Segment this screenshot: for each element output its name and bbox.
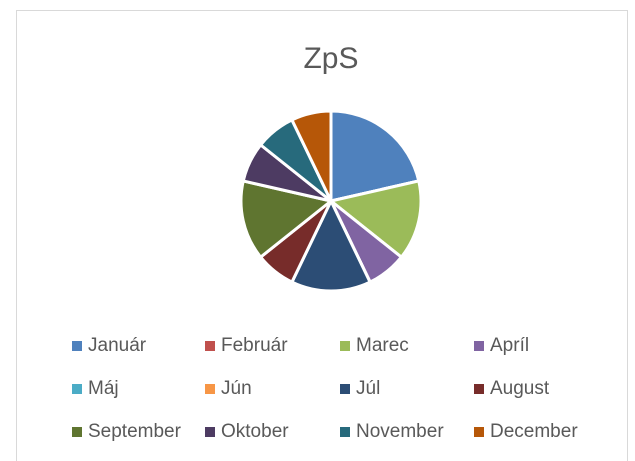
legend-swatch [340,384,350,394]
legend-swatch [205,384,215,394]
legend-label: Oktober [221,421,289,442]
legend-swatch [72,427,82,437]
pie-slice [329,109,421,203]
pie-slice [239,179,333,259]
pie-slice [329,179,423,259]
chart-title: ZpS [303,42,358,75]
legend-label: December [490,421,578,442]
legend-label: Jún [221,378,252,399]
legend-label: Marec [356,335,409,356]
legend-label: Máj [88,378,119,399]
legend-label: Február [221,335,288,356]
legend-label: September [88,421,182,442]
legend-label: November [356,421,444,442]
legend-swatch [474,384,484,394]
pie-slice [290,109,333,203]
legend-label: Júl [356,378,380,399]
legend-swatch [205,341,215,351]
legend-swatch [72,384,82,394]
legend-label: August [490,378,550,399]
legend-swatch [205,427,215,437]
legend-swatch [340,427,350,437]
legend-label: Január [88,335,147,356]
legend-label: Apríl [490,335,529,356]
legend-swatch [340,341,350,351]
legend-swatch [474,427,484,437]
legend-swatch [72,341,82,351]
legend-swatch [474,341,484,351]
pie-slice [290,199,372,293]
